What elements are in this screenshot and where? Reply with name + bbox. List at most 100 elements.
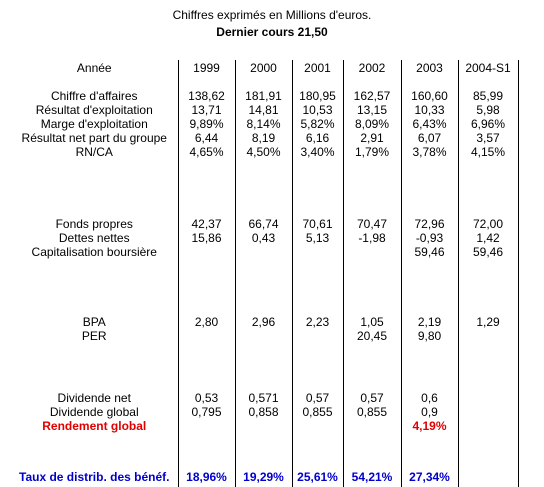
cell-value: 70,61 [302, 217, 333, 231]
header-row: Année 1999 2000 2001 2002 2003 2004-S1 [11, 60, 519, 75]
header-2001: 2001 [291, 60, 343, 75]
cell-value: 0,855 [302, 405, 333, 419]
cell-value: 5,98 [476, 103, 500, 117]
values-1999: 138,62 13,71 9,89% 6,44 4,65% [177, 75, 235, 203]
cell-value: 1,29 [476, 315, 500, 329]
values-1999: 0,53 0,795 [177, 377, 235, 467]
row-label: Résultat d'exploitation [35, 103, 153, 117]
cell-value: 85,99 [472, 89, 504, 103]
row-label: Fonds propres [55, 217, 133, 231]
units-note: Chiffres exprimés en Millions d'euros. [172, 8, 372, 22]
last-price: Dernier cours 21,50 [216, 25, 328, 39]
values-2001: 2,23 [291, 301, 343, 377]
row-label: Résultat net part du groupe [21, 131, 167, 145]
values-2003: 72,96 -0,93 59,46 [400, 203, 458, 301]
cell-value: 0,6 [421, 391, 438, 405]
cell-value: 3,78% [412, 145, 447, 159]
values-2000: 0,571 0,858 [234, 377, 292, 467]
cell-value [182, 329, 232, 343]
values-2002: 1,05 20,45 [342, 301, 401, 377]
values-2004-s1: 1,29 [457, 301, 519, 377]
cell-value: 138,62 [188, 89, 225, 103]
cell-value: 1,79% [354, 145, 390, 159]
table-group: Fonds propres Dettes nettes Capitalisation… [11, 203, 519, 301]
cell-value [296, 245, 340, 259]
payout-1999: 18,96% [177, 467, 235, 487]
cell-value: 8,14% [246, 117, 281, 131]
cell-value: 20,45 [356, 329, 388, 343]
cell-value [239, 419, 289, 433]
cell-value: 1,42 [476, 231, 500, 245]
cell-value: 14,81 [248, 103, 279, 117]
cell-value: 42,37 [191, 217, 222, 231]
values-2001: 0,57 0,855 [291, 377, 343, 467]
row-label: Dividende global [49, 405, 139, 419]
payout-2000: 19,29% [234, 467, 292, 487]
row-label: Capitalisation boursière [31, 245, 157, 259]
cell-value [296, 329, 340, 343]
cell-value: 4,50% [246, 145, 281, 159]
payout-2001: 25,61% [291, 467, 343, 487]
cell-value: 3,57 [476, 131, 500, 145]
cell-value: 2,96 [251, 315, 276, 329]
group-labels: Fonds propres Dettes nettes Capitalisation… [11, 203, 178, 301]
values-2000: 181,91 14,81 8,14% 8,19 4,50% [234, 75, 292, 203]
cell-value [239, 245, 289, 259]
cell-value: -0,93 [415, 231, 444, 245]
cell-value [462, 405, 515, 419]
table-group: Dividende net Dividende global Rendement g… [11, 377, 519, 467]
cell-value: 72,00 [472, 217, 504, 231]
cell-value: 8,09% [354, 117, 390, 131]
cell-value: 9,80 [417, 329, 442, 343]
cell-value [462, 329, 515, 343]
payout-label: Taux de distrib. des bénéf. [19, 470, 170, 484]
cell-value: 2,91 [360, 131, 384, 145]
group-labels: Dividende net Dividende global Rendement g… [11, 377, 178, 467]
values-2004-s1 [457, 377, 519, 467]
cell-value: 72,96 [414, 217, 445, 231]
cell-value: -1,98 [358, 231, 386, 245]
cell-value: 0,858 [248, 405, 279, 419]
values-2002: 70,47 -1,98 [342, 203, 401, 301]
cell-value [462, 419, 515, 433]
cell-value: 2,23 [305, 315, 330, 329]
cell-value: 4,15% [470, 145, 506, 159]
values-2002: 0,57 0,855 [342, 377, 401, 467]
values-2000: 2,96 [234, 301, 292, 377]
cell-value [182, 245, 232, 259]
cell-value: 5,13 [305, 231, 330, 245]
row-label: PER [81, 329, 107, 343]
cell-value: 6,96% [470, 117, 506, 131]
cell-value: 10,53 [302, 103, 333, 117]
table-group: Chiffre d'affaires Résultat d'exploitatio… [11, 75, 519, 203]
values-2001: 70,61 5,13 [291, 203, 343, 301]
values-2003: 0,6 0,9 4,19% [400, 377, 458, 467]
cell-value: 15,86 [191, 231, 222, 245]
row-label: Dettes nettes [58, 231, 130, 245]
cell-value: 181,91 [245, 89, 282, 103]
row-label: Dividende net [57, 391, 131, 405]
cell-value: 4,19% [412, 419, 447, 433]
header-1999: 1999 [177, 60, 235, 75]
cell-value: 6,07 [417, 131, 442, 145]
header-2000: 2000 [234, 60, 292, 75]
values-1999: 42,37 15,86 [177, 203, 235, 301]
table-group: BPA PER 2,80 2,96 2,23 1,05 20,45 2,19 9,80 1,… [11, 301, 519, 377]
cell-value: 9,89% [189, 117, 224, 131]
row-label: Chiffre d'affaires [50, 89, 138, 103]
values-2000: 66,74 0,43 [234, 203, 292, 301]
cell-value: 2,19 [417, 315, 442, 329]
cell-value: 0,43 [251, 231, 276, 245]
cell-value [347, 245, 398, 259]
cell-value [239, 329, 289, 343]
cell-value [347, 419, 398, 433]
header-year: Année [76, 60, 112, 75]
cell-value [182, 419, 232, 433]
cell-value: 0,57 [360, 391, 384, 405]
cell-value: 6,44 [194, 131, 219, 145]
header-2003: 2003 [400, 60, 458, 75]
cell-value: 2,80 [194, 315, 219, 329]
values-2003: 160,60 10,33 6,43% 6,07 3,78% [400, 75, 458, 203]
cell-value: 3,40% [300, 145, 335, 159]
header-2002: 2002 [342, 60, 401, 75]
